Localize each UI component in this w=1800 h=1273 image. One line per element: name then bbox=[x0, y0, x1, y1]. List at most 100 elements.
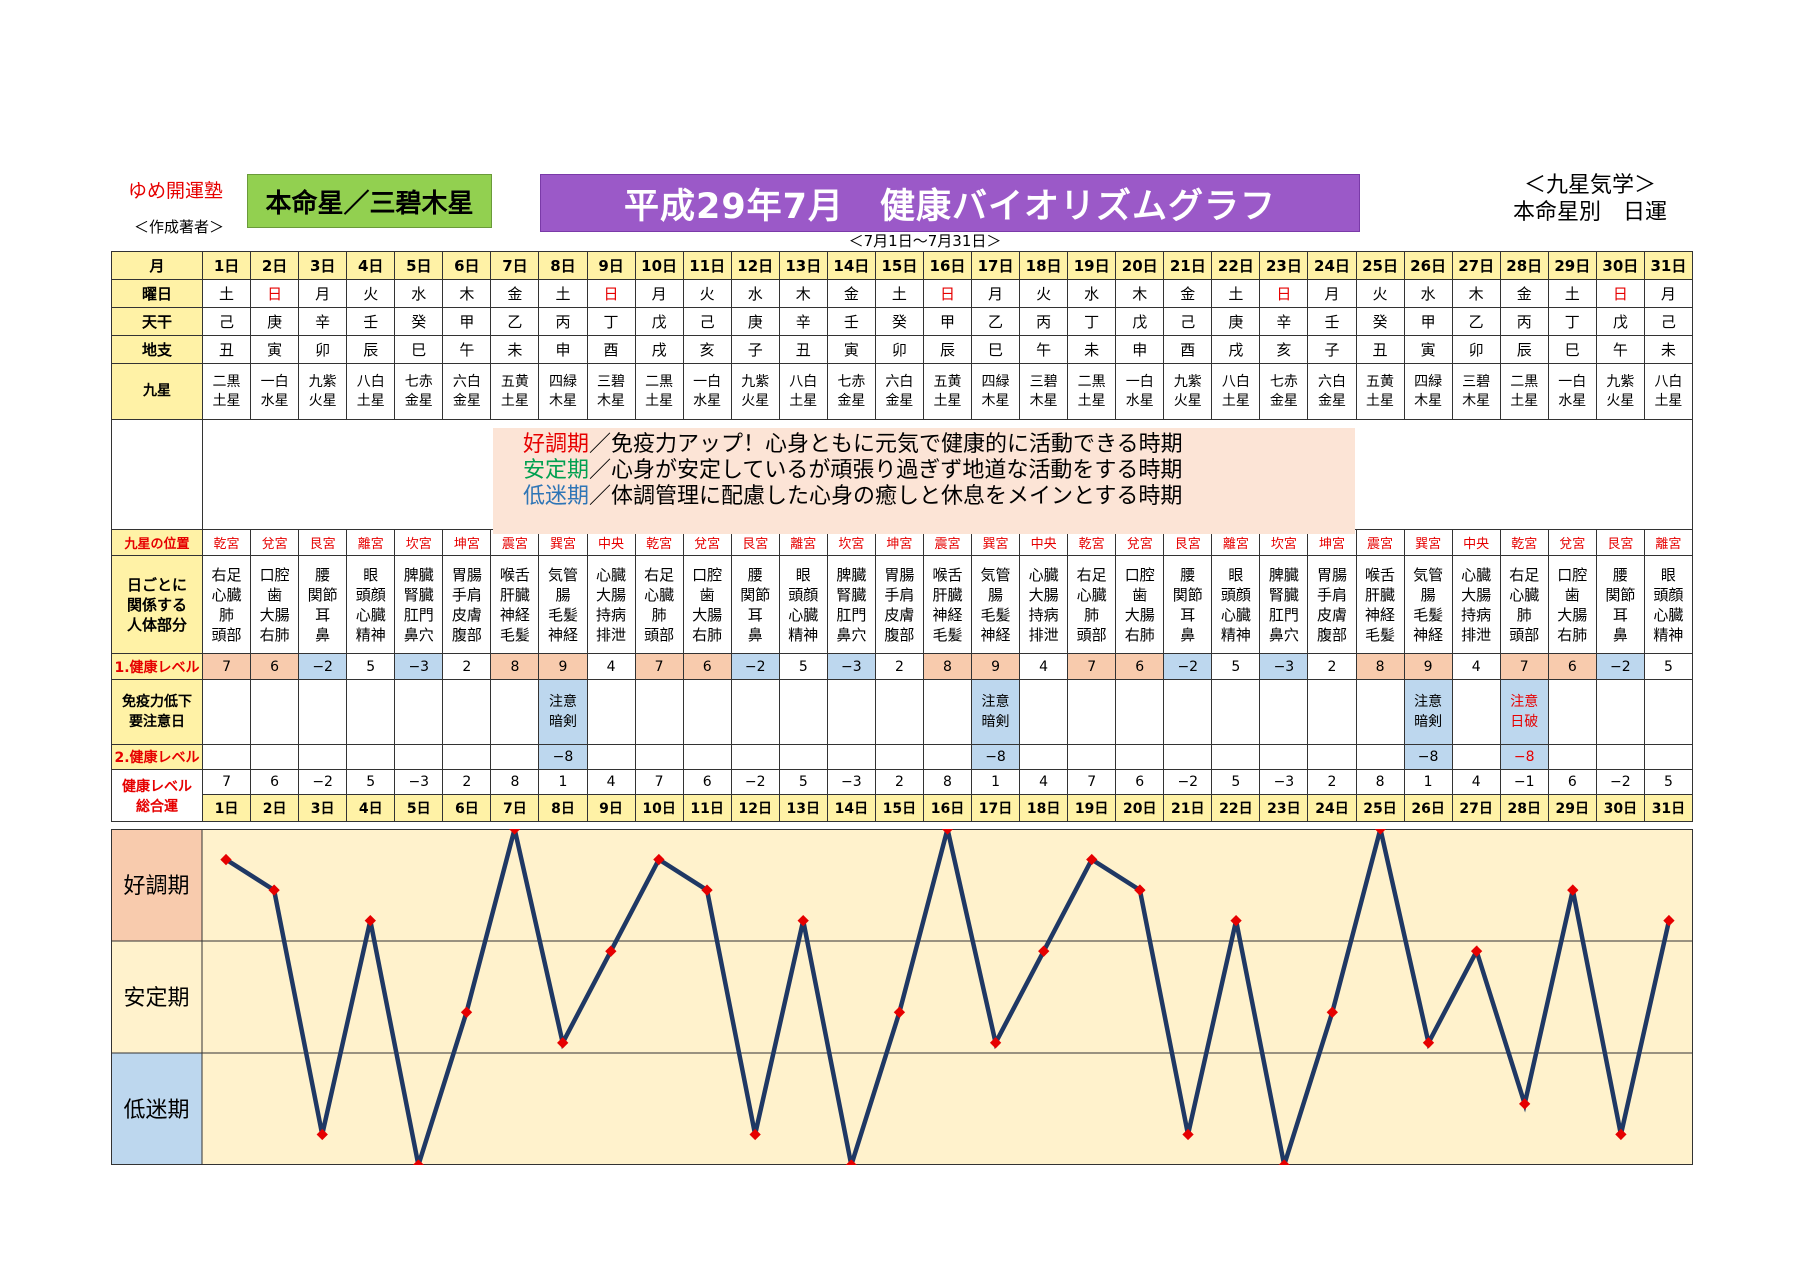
kyusei-cell: 三碧 木星 bbox=[586, 363, 636, 420]
body-part-text: 心臓 bbox=[1461, 565, 1492, 584]
kyusei-text: 三碧 bbox=[597, 373, 626, 390]
kyusei-line1: ＜九星気学＞ bbox=[1523, 173, 1656, 198]
total-cell: −1 bbox=[1499, 769, 1549, 795]
kyusei-cell: 四緑 木星 bbox=[538, 363, 588, 420]
body-cell: 胃腸 手肩 皮膚 腹部 bbox=[874, 555, 924, 654]
level2-cell bbox=[1211, 744, 1261, 770]
kyusei-text: 九紫 bbox=[1173, 373, 1202, 390]
body-part-text: 関節 bbox=[740, 585, 771, 604]
weekday-cell: 日 bbox=[586, 279, 636, 308]
body-cell: 口腔歯大腸 右肺 bbox=[250, 555, 300, 654]
row-label: 地支 bbox=[111, 335, 203, 364]
tenkan-cell: 癸 bbox=[394, 307, 444, 336]
weekday-cell: 水 bbox=[730, 279, 780, 308]
chishi-cell: 巳 bbox=[394, 335, 444, 364]
body-part-text: 心臓 bbox=[211, 585, 242, 604]
level1-cell: 2 bbox=[442, 653, 492, 680]
level1-cell: −3 bbox=[394, 653, 444, 680]
row-label-text: 月 bbox=[149, 257, 165, 275]
body-part-text: 心臓 bbox=[1076, 585, 1107, 604]
kyusei-text: 金星 bbox=[404, 392, 433, 409]
level1-cell: 2 bbox=[1307, 653, 1357, 680]
tenkan-cell: 乙 bbox=[490, 307, 540, 336]
weekday-cell: 木 bbox=[778, 279, 828, 308]
kyusei-text: 七赤 bbox=[1269, 373, 1298, 390]
kyusei-text: 土星 bbox=[1654, 392, 1683, 409]
immune-cell bbox=[826, 679, 876, 745]
day-cell: 17日 bbox=[970, 251, 1021, 280]
body-cell: 口腔歯大腸 右肺 bbox=[682, 555, 732, 654]
day-cell: 5日 bbox=[394, 794, 444, 822]
body-cell: 胃腸 手肩 皮膚 腹部 bbox=[442, 555, 492, 654]
immune-cell bbox=[394, 679, 444, 745]
body-part-text: 神経 bbox=[1413, 625, 1444, 644]
tenkan-cell: 乙 bbox=[970, 307, 1021, 336]
position-cell: 坎宮 bbox=[394, 529, 444, 556]
level1-cell: −2 bbox=[730, 653, 780, 680]
level2-cell: −8 bbox=[1499, 744, 1549, 770]
kyusei-text: 六白 bbox=[452, 373, 481, 390]
level1-cell: 4 bbox=[586, 653, 636, 680]
kyusei-text: 木星 bbox=[1462, 392, 1491, 409]
legend-low-text: ／体調管理に配慮した心身の癒しと休息をメインとする時期 bbox=[589, 484, 1183, 509]
level2-cell bbox=[1355, 744, 1405, 770]
kyusei-text: 六白 bbox=[1317, 373, 1346, 390]
day-cell: 27日 bbox=[1451, 794, 1501, 822]
body-part-text: 肝臓 bbox=[499, 585, 530, 604]
body-part-text: 持病 bbox=[1461, 605, 1492, 624]
chishi-row: 地支丑寅卯辰巳午未申酉戌亥子丑寅卯辰巳午未申酉戌亥子丑寅卯辰巳午未 bbox=[111, 335, 1694, 364]
chishi-cell: 寅 bbox=[826, 335, 876, 364]
body-part-text: 肺 bbox=[1084, 605, 1100, 624]
level1-cell: 6 bbox=[250, 653, 300, 680]
level2-cell bbox=[1259, 744, 1309, 770]
day-cell: 8日 bbox=[538, 794, 588, 822]
kyusei-text: 五黄 bbox=[933, 373, 962, 390]
weekday-cell: 土 bbox=[1547, 279, 1597, 308]
level2-cell bbox=[250, 744, 300, 770]
immune-cell bbox=[298, 679, 348, 745]
level2-cell: −8 bbox=[538, 744, 588, 770]
kyusei-cell: 二黒 土星 bbox=[634, 363, 684, 420]
body-part-text: 排泄 bbox=[1028, 625, 1059, 644]
day-cell: 29日 bbox=[1547, 794, 1597, 822]
kyusei-cell: 八白 土星 bbox=[778, 363, 828, 420]
level1-cell: 9 bbox=[1403, 653, 1453, 680]
body-part-text: 頭部 bbox=[1076, 625, 1107, 644]
kyusei-text: 金星 bbox=[837, 392, 866, 409]
kyusei-text: 土星 bbox=[789, 392, 818, 409]
weekday-cell: 土 bbox=[874, 279, 924, 308]
kyusei-text: 火星 bbox=[741, 392, 770, 409]
body-part-text: 頭部 bbox=[211, 625, 242, 644]
body-part-text: 腸 bbox=[555, 585, 571, 604]
kyusei-text: 二黒 bbox=[645, 373, 674, 390]
body-part-text: 大腸 bbox=[1461, 585, 1492, 604]
day-cell: 6日 bbox=[442, 794, 492, 822]
kyusei-text: 木星 bbox=[981, 392, 1010, 409]
body-part-text: 耳 bbox=[1612, 605, 1628, 624]
legend-stable-text: ／心身が安定しているが頑張り過ぎず地道な活動をする時期 bbox=[589, 458, 1183, 483]
weekday-cell: 木 bbox=[1451, 279, 1501, 308]
body-part-text: 鼻穴 bbox=[403, 625, 434, 644]
legend-row-label bbox=[111, 419, 203, 530]
tenkan-cell: 戊 bbox=[1115, 307, 1165, 336]
legend-stable: 安定期／心身が安定しているが頑張り過ぎず地道な活動をする時期 bbox=[523, 458, 1325, 484]
legend-good-text: ／免疫力アップ！心身ともに元気で健康的に活動できる時期 bbox=[589, 432, 1183, 457]
body-cell: 喉舌 肝臓 神経 毛髪 bbox=[1355, 555, 1405, 654]
kyusei-text: 木星 bbox=[1414, 392, 1443, 409]
chishi-cell: 卯 bbox=[1451, 335, 1501, 364]
immune-text: 日破 bbox=[1510, 714, 1539, 730]
kyusei-text: 七赤 bbox=[404, 373, 433, 390]
immune-cell bbox=[1595, 679, 1645, 745]
kyusei-cell: 一白 水星 bbox=[1547, 363, 1597, 420]
body-part-text: 皮膚 bbox=[451, 605, 482, 624]
honmei-label: 本命星／三碧木星 bbox=[247, 174, 492, 228]
total-cell: 5 bbox=[1211, 769, 1261, 795]
immune-cell bbox=[1211, 679, 1261, 745]
position-cell: 艮宮 bbox=[1595, 529, 1645, 556]
row-label: 健康レベル 総合運 bbox=[111, 769, 203, 822]
data-point bbox=[508, 829, 521, 835]
body-part-text: 手肩 bbox=[1316, 585, 1347, 604]
tenkan-cell: 乙 bbox=[1451, 307, 1501, 336]
day-cell: 26日 bbox=[1403, 794, 1453, 822]
row-label-text: 九星の位置 bbox=[124, 537, 190, 552]
